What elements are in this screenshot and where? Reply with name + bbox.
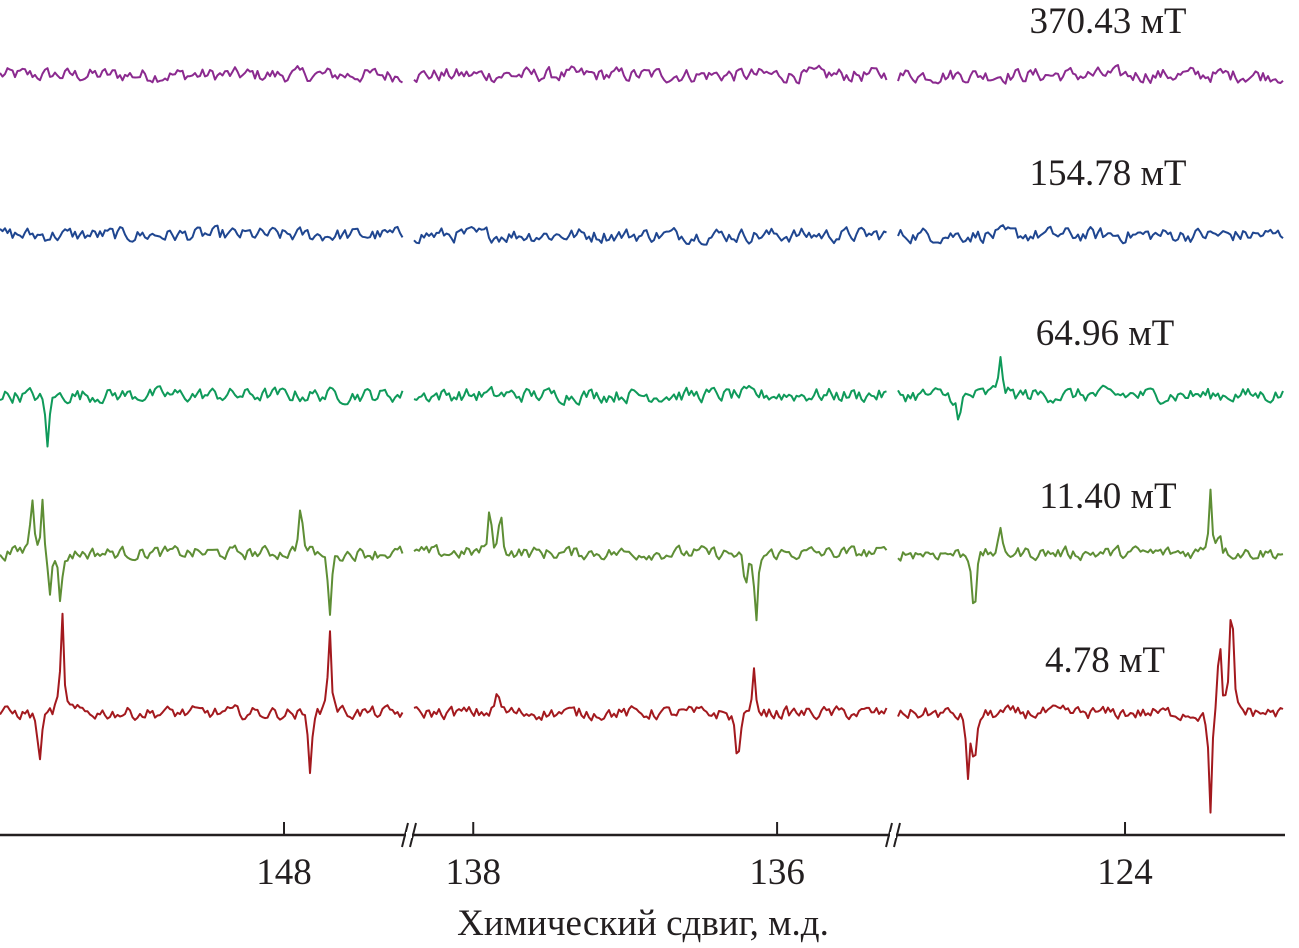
- axis-break-mark: [893, 822, 901, 848]
- spectrum-trace-segment: [897, 64, 1284, 85]
- axis-break-gap: [406, 832, 412, 838]
- x-axis: 148 138 136 124: [0, 822, 1285, 893]
- spectrum-trace-segment: [897, 356, 1284, 421]
- spectrum-2: [0, 356, 1284, 448]
- spectrum-4: [0, 612, 1284, 814]
- axis-break-gap: [890, 832, 896, 838]
- series-label: 4.78 мТ: [1045, 640, 1165, 681]
- spectrum-trace-segment: [0, 65, 403, 84]
- spectrum-trace-segment: [413, 384, 887, 406]
- x-axis-label: Химический сдвиг, м.д.: [457, 903, 829, 944]
- axis-break-mark: [401, 822, 409, 848]
- spectrum-trace-segment: [897, 619, 1284, 814]
- spectrum-0: [0, 64, 1284, 85]
- spectrum-3: [0, 488, 1284, 622]
- spectrum-trace-segment: [0, 612, 404, 775]
- spectrum-trace-segment: [413, 511, 888, 622]
- series-label: 11.40 мТ: [1039, 476, 1176, 517]
- spectrum-trace-segment: [0, 498, 404, 616]
- x-tick-label: 136: [749, 852, 805, 893]
- spectrum-trace-segment: [897, 488, 1284, 605]
- spectrum-trace-segment: [413, 226, 887, 246]
- spectrum-trace-segment: [0, 224, 404, 243]
- spectrum-trace-segment: [0, 385, 404, 448]
- spectrum-trace-segment: [413, 667, 888, 755]
- spectrum-1: [0, 224, 1284, 246]
- x-tick-label: 124: [1097, 852, 1153, 893]
- x-tick-label: 138: [446, 852, 502, 893]
- series-label: 64.96 мТ: [1036, 313, 1175, 354]
- axis-break-mark: [409, 822, 417, 848]
- spectrum-trace-segment: [897, 224, 1284, 245]
- series-label: 370.43 мТ: [1029, 1, 1186, 42]
- series-label: 154.78 мТ: [1029, 153, 1186, 194]
- axis-break-mark: [885, 822, 893, 848]
- spectrum-trace-segment: [413, 64, 888, 85]
- x-tick-label: 148: [256, 852, 312, 893]
